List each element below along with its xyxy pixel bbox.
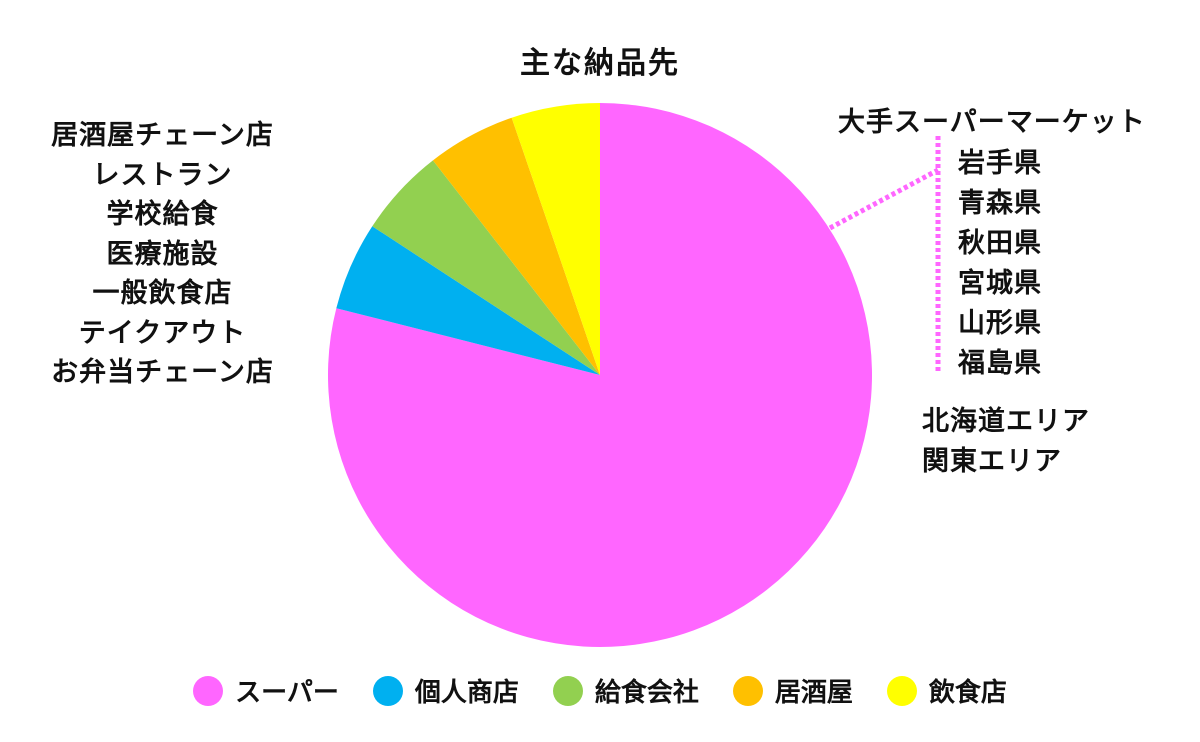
supermarket-connector xyxy=(828,136,941,374)
customer-type-item: 医療施設 xyxy=(106,238,219,270)
prefecture-list: 岩手県 青森県 秋田県 宮城県 山形県 福島県 xyxy=(958,144,1042,384)
prefecture-item: 福島県 xyxy=(958,348,1042,379)
legend-item-catering: 給食会社 xyxy=(552,672,699,709)
legend-label: スーパー xyxy=(235,678,339,708)
chart-title: 主な納品先 xyxy=(520,46,680,81)
area-item: 北海道エリア xyxy=(922,406,1090,437)
customer-type-item: テイクアウト xyxy=(78,317,247,349)
legend-item-izakaya: 居酒屋 xyxy=(732,672,853,709)
customer-type-item: お弁当チェーン店 xyxy=(51,357,274,388)
legend-item-restaurant: 飲食店 xyxy=(886,672,1007,709)
pie-slices xyxy=(327,103,872,647)
legend-label: 飲食店 xyxy=(928,678,1007,708)
legend-marker xyxy=(886,675,917,706)
chart-legend: スーパー 個人商店 給食会社 居酒屋 飲食店 xyxy=(0,672,1200,709)
legend-item-individual-store: 個人商店 xyxy=(372,672,519,709)
pie-slice-supermarket xyxy=(327,103,872,647)
prefecture-item: 岩手県 xyxy=(958,148,1042,179)
customer-type-item: 居酒屋チェーン店 xyxy=(51,120,274,151)
prefecture-item: 宮城県 xyxy=(958,268,1042,299)
prefecture-item: 青森県 xyxy=(958,188,1042,219)
area-item: 関東エリア xyxy=(922,446,1062,477)
legend-marker xyxy=(372,675,403,706)
pie-slice-catering xyxy=(372,160,600,375)
legend-marker xyxy=(193,675,224,706)
pie-slice-izakaya xyxy=(432,117,600,376)
legend-marker xyxy=(732,675,763,706)
legend-item-supermarket: スーパー xyxy=(193,672,339,709)
supermarket-heading: 大手スーパーマーケット xyxy=(838,107,1146,138)
legend-label: 居酒屋 xyxy=(774,678,853,708)
prefecture-item: 山形県 xyxy=(958,308,1042,339)
legend-marker xyxy=(552,675,583,706)
legend-label: 個人商店 xyxy=(414,678,519,708)
customer-type-list: 居酒屋チェーン店 レストラン 学校給食 医療施設 一般飲食店 テイクアウト お弁… xyxy=(20,116,305,393)
area-list: 北海道エリア 関東エリア xyxy=(922,402,1090,482)
connector-diagonal-line xyxy=(828,167,940,231)
customer-type-item: 学校給食 xyxy=(106,199,219,230)
pie-slice-individual-store xyxy=(336,226,600,375)
customer-type-item: 一般飲食店 xyxy=(92,278,233,309)
prefecture-item: 秋田県 xyxy=(958,228,1042,259)
pie-slice-restaurant xyxy=(511,103,600,375)
customer-type-item: レストラン xyxy=(92,159,233,191)
legend-label: 給食会社 xyxy=(594,678,699,708)
